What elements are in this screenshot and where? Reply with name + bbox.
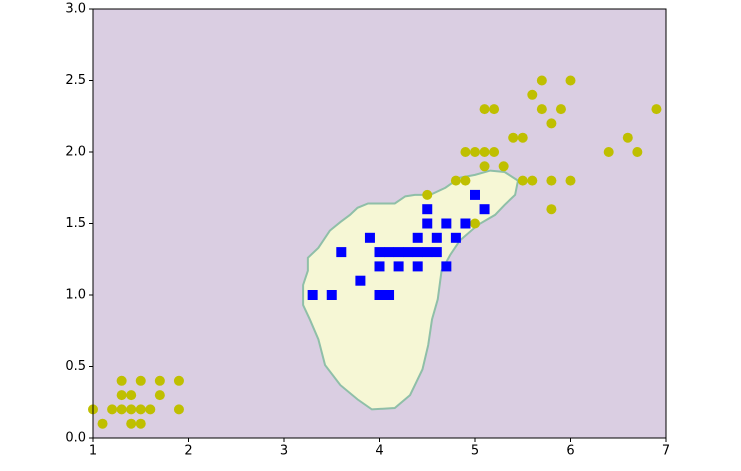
point: [441, 218, 452, 229]
point: [479, 104, 490, 115]
point: [393, 247, 404, 258]
y-tick-label: 3.0: [65, 2, 86, 17]
point: [470, 147, 480, 157]
point: [126, 404, 137, 415]
point: [431, 232, 442, 243]
point: [384, 290, 395, 300]
point: [527, 89, 538, 100]
point: [498, 161, 509, 172]
x-tick-label: 4: [375, 444, 383, 459]
point: [116, 375, 127, 386]
point: [384, 247, 395, 258]
point: [450, 232, 461, 243]
point: [546, 118, 557, 129]
point: [651, 104, 662, 115]
x-tick-label: 6: [566, 444, 574, 459]
point: [154, 375, 165, 386]
point: [422, 247, 433, 258]
point: [107, 404, 118, 415]
point: [374, 261, 385, 272]
decision-region: [302, 169, 520, 411]
point: [145, 404, 156, 415]
x-tick-label: 3: [280, 444, 288, 459]
point: [326, 290, 337, 300]
point: [470, 218, 480, 229]
point: [135, 375, 146, 386]
point: [403, 247, 414, 258]
point: [565, 175, 576, 186]
point: [374, 247, 385, 258]
point: [632, 147, 643, 157]
point: [536, 75, 547, 86]
point: [479, 147, 490, 157]
point: [508, 132, 519, 143]
point: [126, 418, 137, 429]
point: [135, 418, 146, 429]
point: [450, 175, 461, 186]
y-tick-label: 0.0: [65, 431, 86, 446]
point: [431, 247, 442, 258]
point: [173, 375, 184, 386]
point: [135, 404, 146, 415]
point: [412, 247, 423, 258]
point: [460, 147, 471, 157]
y-tick-label: 1.0: [65, 288, 86, 303]
point: [441, 261, 452, 272]
point: [97, 418, 108, 429]
point: [479, 161, 490, 172]
point: [116, 404, 127, 415]
y-tick-label: 2.0: [65, 145, 86, 160]
point: [489, 147, 500, 157]
point: [622, 132, 633, 143]
point: [307, 290, 318, 300]
point: [154, 390, 165, 401]
point: [422, 204, 433, 215]
point: [603, 147, 614, 157]
point: [546, 204, 557, 215]
point: [412, 232, 423, 243]
x-tick-label: 2: [184, 444, 192, 459]
point: [536, 104, 547, 115]
point: [460, 218, 471, 229]
y-tick-label: 0.5: [65, 359, 86, 374]
point: [517, 132, 528, 143]
point: [126, 390, 137, 401]
x-tick-label: 5: [471, 444, 479, 459]
point: [555, 104, 566, 115]
point: [489, 104, 500, 115]
point: [355, 275, 366, 286]
y-tick-label: 1.5: [65, 216, 86, 231]
point: [336, 247, 347, 258]
point: [470, 189, 480, 200]
x-tick-label: 7: [662, 444, 670, 459]
point: [374, 290, 385, 300]
point: [479, 204, 490, 215]
point: [173, 404, 184, 415]
point: [116, 390, 127, 401]
x-tick-label: 1: [89, 444, 97, 459]
point: [527, 175, 538, 186]
point: [364, 232, 375, 243]
point: [422, 218, 433, 229]
point: [393, 261, 404, 272]
point: [412, 261, 423, 272]
point: [546, 175, 557, 186]
point: [517, 175, 528, 186]
y-tick-label: 2.5: [65, 73, 86, 88]
point: [422, 189, 433, 200]
point: [565, 75, 576, 86]
point: [460, 175, 471, 186]
